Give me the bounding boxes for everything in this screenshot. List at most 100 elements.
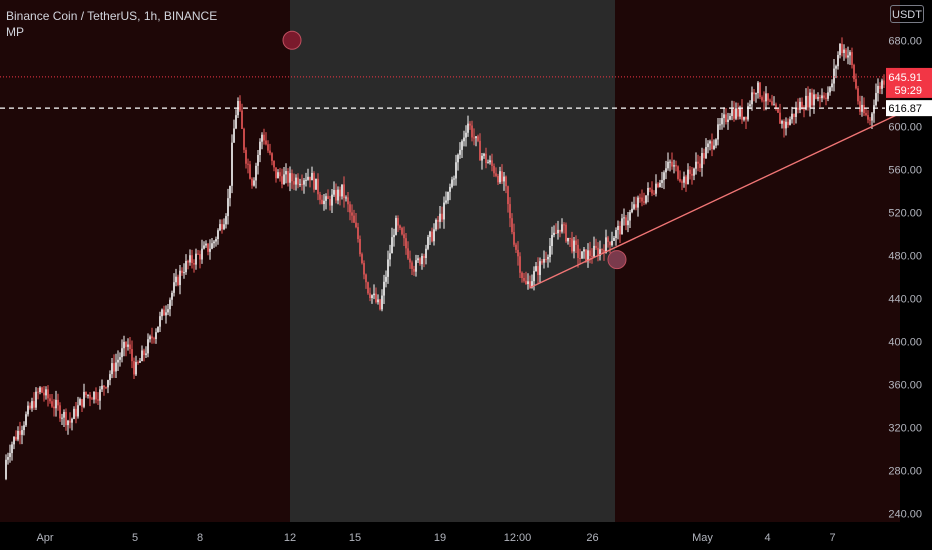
line-price-value: 616.87 [888, 103, 922, 115]
candle-body [811, 92, 813, 106]
candle-body [503, 176, 505, 182]
candle-body [671, 161, 673, 167]
candle-body [433, 229, 435, 242]
candle-body [877, 85, 879, 94]
candle-body [375, 293, 377, 303]
candle-body [239, 101, 241, 111]
candle-body [227, 198, 229, 217]
candle-body [309, 176, 311, 181]
y-tick-label: 320.00 [888, 422, 922, 434]
candle-body [167, 309, 169, 313]
candle-body [553, 232, 555, 236]
candle-body [817, 97, 819, 99]
candle-body [725, 114, 727, 122]
candle-body [121, 348, 123, 358]
candle-body [371, 295, 373, 298]
candle-body [263, 134, 265, 141]
candle-body [187, 261, 189, 263]
candle-body [329, 198, 331, 206]
candle-body [419, 258, 421, 265]
candle-body [163, 309, 165, 316]
candle-body [369, 293, 371, 298]
currency-button[interactable]: USDT [890, 5, 924, 23]
candle-body [151, 336, 153, 339]
candle-body [63, 411, 65, 418]
candle-body [879, 85, 881, 89]
candle-body [661, 180, 663, 183]
candle-body [785, 121, 787, 129]
candle-body [479, 140, 481, 161]
candle-body [153, 338, 155, 340]
candle-body [215, 239, 217, 242]
candle-body [819, 97, 821, 99]
candle-body [7, 457, 9, 460]
candle-body [207, 243, 209, 252]
candle-body [575, 240, 577, 245]
candle-body [777, 109, 779, 113]
candle-body [287, 171, 289, 183]
candle-body [837, 55, 839, 67]
candle-body [557, 229, 559, 234]
candle-body [339, 189, 341, 197]
candle-body [797, 107, 799, 110]
candle-body [109, 374, 111, 381]
candle-body [245, 149, 247, 164]
candle-body [67, 420, 69, 426]
candle-body [845, 49, 847, 58]
candle-body [855, 79, 857, 89]
candle-body [597, 247, 599, 257]
candle-body [571, 238, 573, 252]
candle-body [809, 92, 811, 108]
candle-body [283, 174, 285, 185]
candle-body [75, 408, 77, 417]
candle-body [653, 193, 655, 195]
candle-body [551, 235, 553, 246]
candle-body [261, 134, 263, 142]
candle-body [651, 189, 653, 194]
candle-body [359, 239, 361, 255]
candle-body [803, 109, 805, 111]
candle-body [379, 299, 381, 310]
candle-body [155, 332, 157, 339]
candle-body [859, 101, 861, 112]
candle-body [823, 95, 825, 98]
candle-body [687, 169, 689, 185]
candle-body [137, 362, 139, 364]
candle-body [611, 240, 613, 246]
candle-body [387, 259, 389, 277]
candle-body [103, 385, 105, 388]
x-tick-label: 12:00 [504, 532, 532, 544]
candle-body [583, 249, 585, 252]
candle-body [507, 186, 509, 205]
candle-body [591, 255, 593, 257]
candle-body [763, 100, 765, 102]
candle-body [691, 173, 693, 176]
candle-body [289, 173, 291, 183]
candle-body [767, 93, 769, 101]
candle-body [93, 391, 95, 400]
candle-body [723, 114, 725, 119]
candle-body [335, 190, 337, 201]
candle-body [787, 121, 789, 125]
candle-body [489, 160, 491, 163]
candle-body [33, 401, 35, 408]
candle-body [45, 389, 47, 396]
candle-body [863, 104, 865, 114]
candle-body [657, 183, 659, 188]
candle-body [665, 168, 667, 173]
candle-body [445, 200, 447, 203]
y-tick-label: 360.00 [888, 379, 922, 391]
candle-body [331, 194, 333, 206]
event-marker [282, 30, 302, 50]
candle-body [119, 357, 121, 360]
candle-body [527, 281, 529, 284]
candle-body [533, 271, 535, 282]
candle-body [253, 180, 255, 186]
last-price-value: 645.91 [888, 72, 922, 84]
indicator-label[interactable]: MP [6, 25, 24, 39]
candle-body [619, 225, 621, 235]
candle-body [435, 219, 437, 230]
candle-body [795, 107, 797, 117]
candle-body [169, 299, 171, 310]
